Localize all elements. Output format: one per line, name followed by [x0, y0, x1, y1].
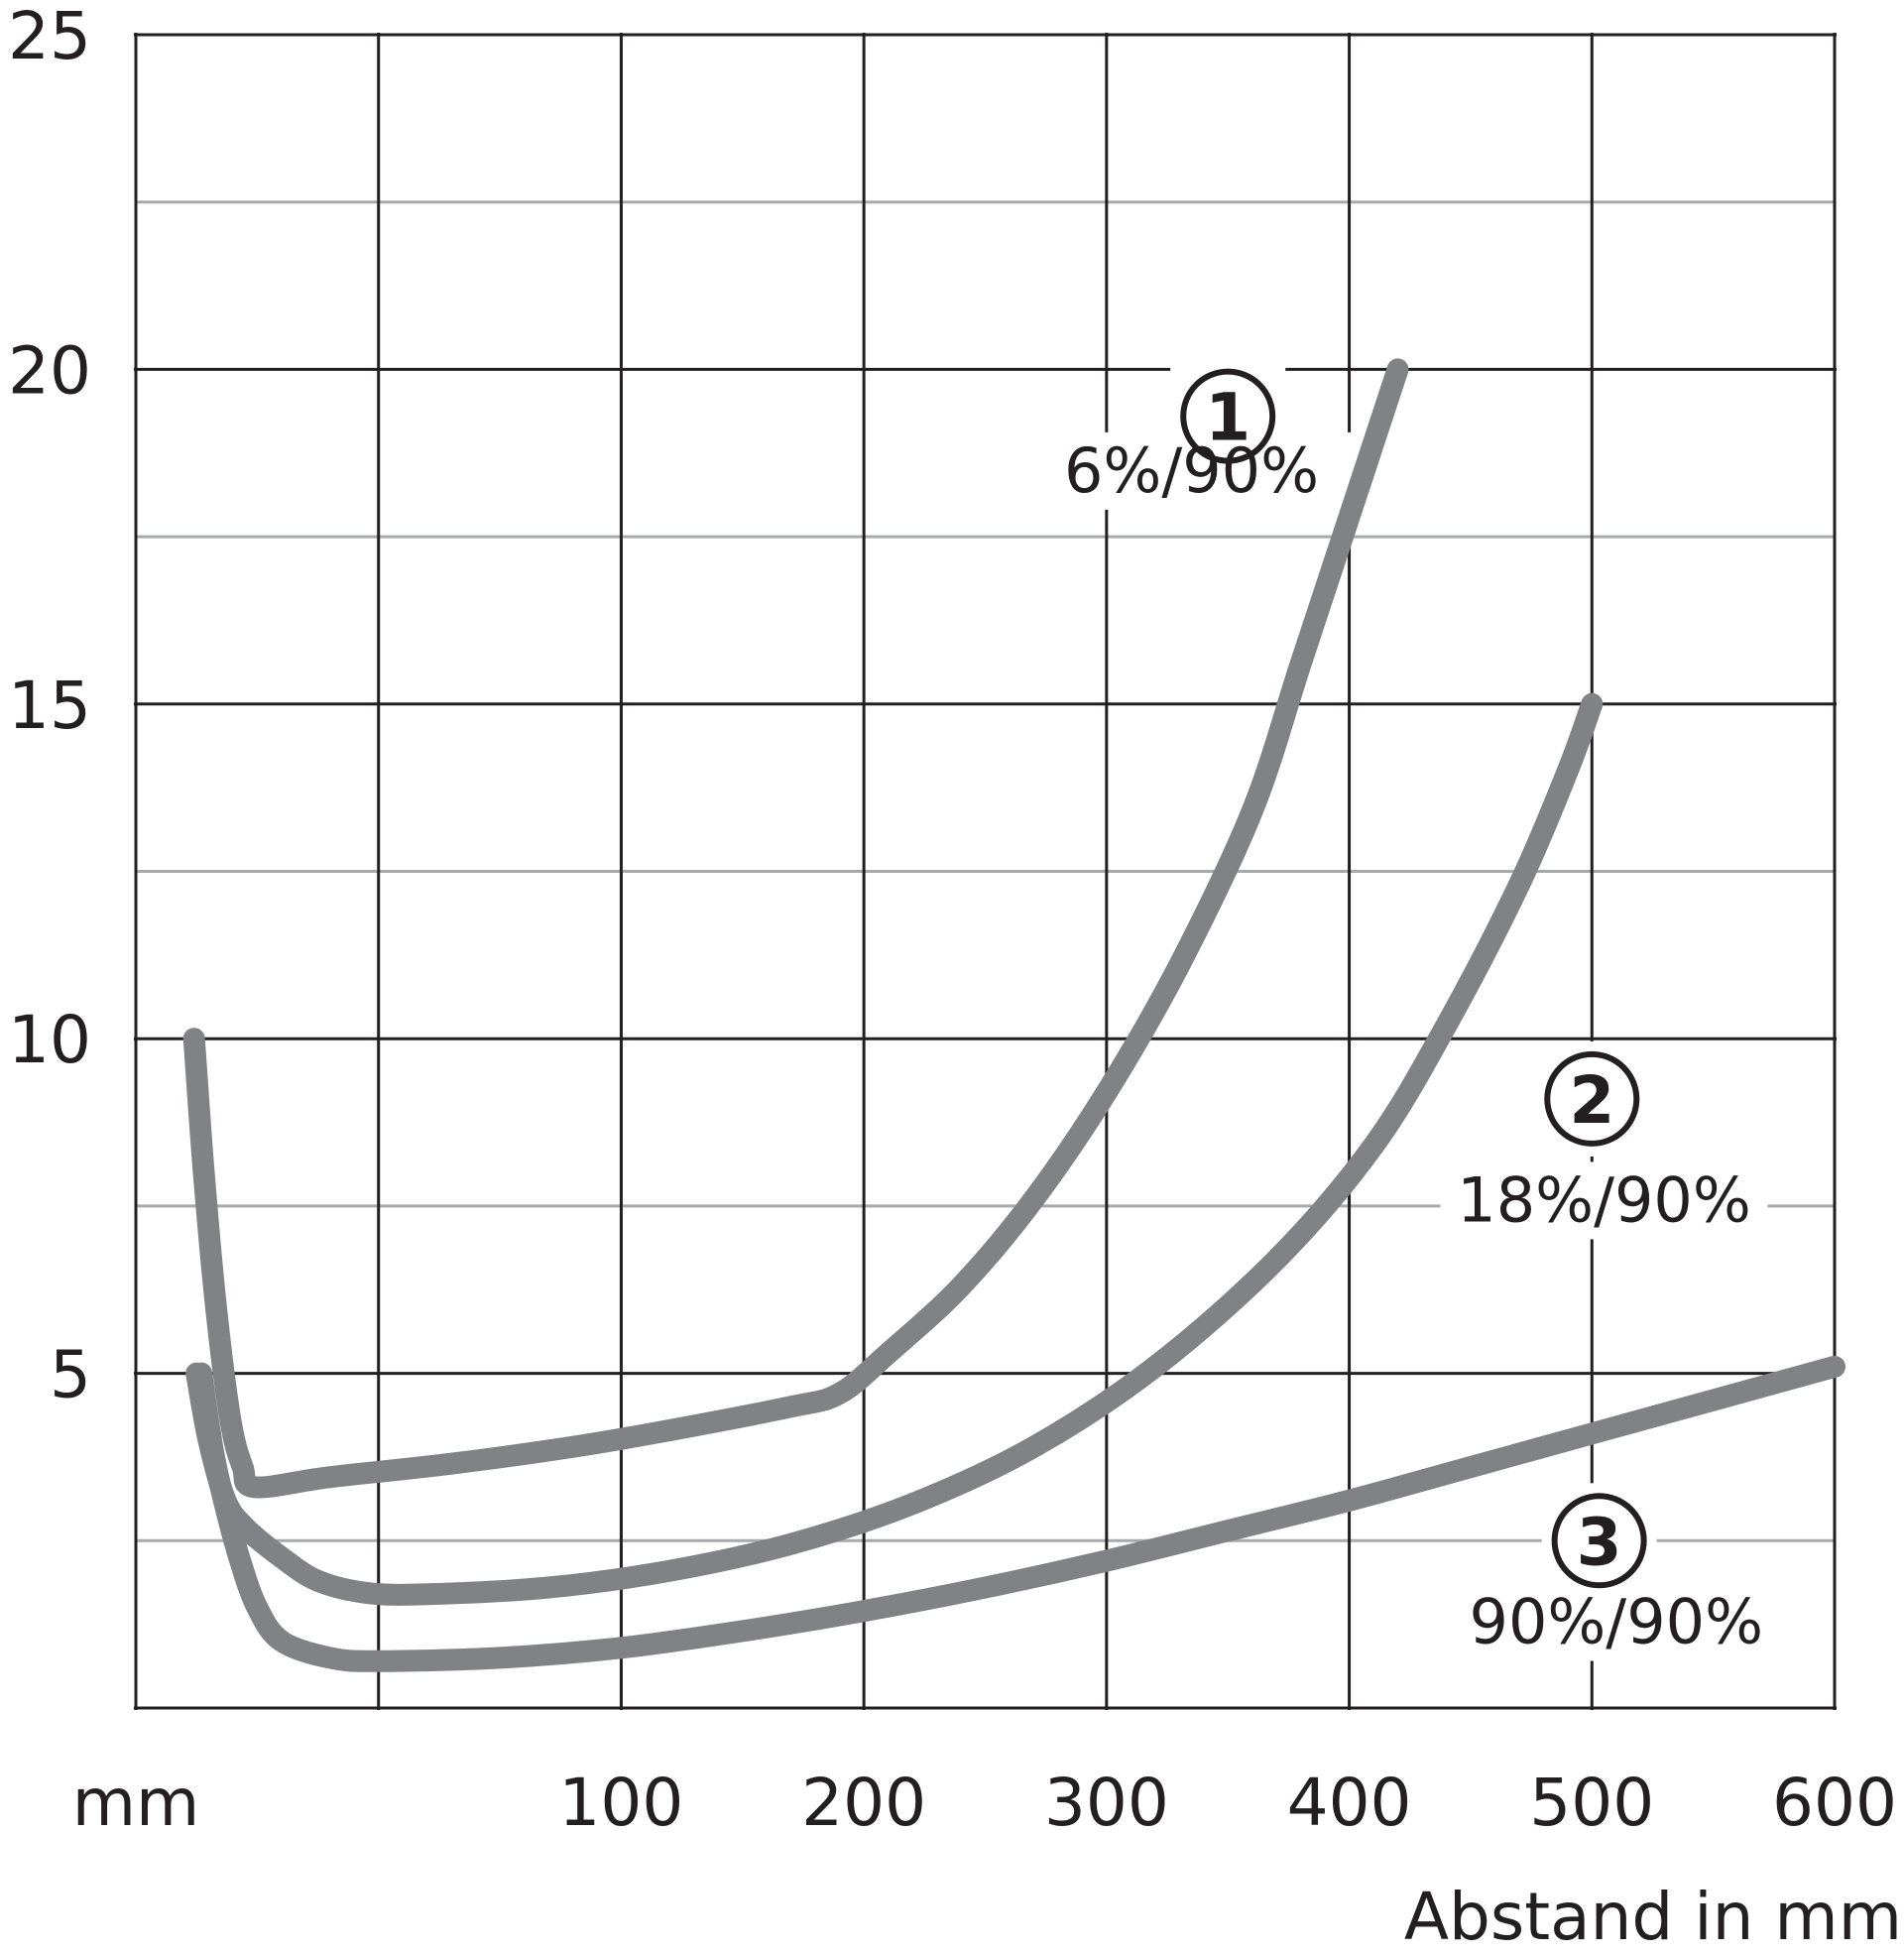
y-tick-label: 25	[8, 0, 91, 74]
label-background	[1452, 1583, 1780, 1661]
y-tick-label: 15	[8, 668, 91, 744]
series-marker-3-circle	[1551, 1493, 1647, 1589]
x-tick-label: 400	[1287, 1765, 1412, 1841]
x-tick-label: 600	[1772, 1765, 1897, 1841]
x-tick-label: 200	[801, 1765, 926, 1841]
label-background	[1440, 1161, 1768, 1240]
series-line-18-90	[185, 692, 1604, 1606]
series-label-18-90: 18%/90%	[1457, 1163, 1751, 1236]
y-tick-label: 5	[50, 1337, 91, 1413]
y-tick-label: 20	[8, 332, 91, 409]
series-marker-1: 1	[1205, 380, 1250, 456]
x-tick-label: 300	[1044, 1765, 1169, 1841]
series-marker-3: 3	[1577, 1504, 1622, 1580]
x-axis-unit: mm	[72, 1765, 200, 1841]
x-tick-label: 100	[558, 1765, 683, 1841]
series-marker-2-circle	[1544, 1050, 1640, 1147]
x-tick-label: 500	[1529, 1765, 1654, 1841]
label-backgrounds	[1027, 358, 1780, 1661]
series-marker-1-circle	[1180, 368, 1276, 464]
x-axis-title: Abstand in mm	[1404, 1879, 1902, 1954]
series-marker-2: 2	[1569, 1062, 1614, 1139]
y-tick-label: 10	[8, 1002, 91, 1078]
grid-minor-lines	[136, 200, 1835, 1542]
series-label-90-90: 90%/90%	[1470, 1586, 1764, 1658]
series-line-6-90	[182, 358, 1409, 1499]
series-line-90-90	[190, 1355, 1845, 1672]
text-layer: mm Abstand in mm 5 10 15 20 25 100 200 300 400 50…	[8, 0, 1902, 1954]
series-layer	[182, 358, 1845, 1672]
series-label-6-90: 6%/90%	[1064, 434, 1319, 507]
